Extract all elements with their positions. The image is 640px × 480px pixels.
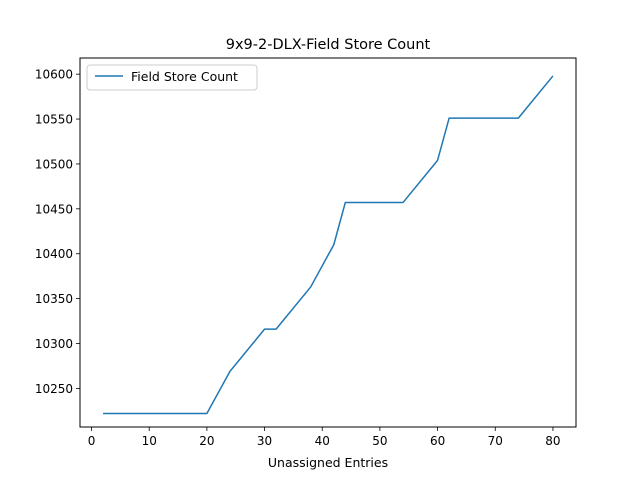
x-tick-label: 80 — [545, 434, 560, 448]
y-tick-label: 10300 — [35, 337, 73, 351]
x-tick-label: 40 — [315, 434, 330, 448]
plot-frame — [79, 57, 577, 428]
x-axis-label: Unassigned Entries — [268, 455, 388, 470]
y-tick-label: 10250 — [35, 382, 73, 396]
x-tick-label: 60 — [430, 434, 445, 448]
x-tick-label: 70 — [488, 434, 503, 448]
y-tick-label: 10450 — [35, 202, 73, 216]
x-tick-label: 30 — [257, 434, 272, 448]
y-tick-label: 10350 — [35, 292, 73, 306]
x-tick-label: 20 — [199, 434, 214, 448]
legend-label-field-store-count: Field Store Count — [131, 69, 238, 84]
axis-ticks: 0 10 20 30 40 50 60 70 80 10250 10300 10350 10400 104… — [35, 68, 561, 448]
legend: Field Store Count — [86, 64, 258, 91]
y-tick-label: 10550 — [35, 113, 73, 127]
y-tick-label: 10600 — [35, 68, 73, 82]
x-tick-label: 50 — [372, 434, 387, 448]
legend-box — [86, 64, 258, 91]
y-tick-label: 10400 — [35, 247, 73, 261]
series-line-0 — [103, 75, 554, 415]
chart-title: 9x9-2-DLX-Field Store Count — [226, 37, 431, 53]
data-lines — [103, 75, 554, 415]
y-tick-label: 10500 — [35, 157, 73, 171]
x-tick-label: 10 — [142, 434, 157, 448]
x-tick-label: 0 — [88, 434, 96, 448]
